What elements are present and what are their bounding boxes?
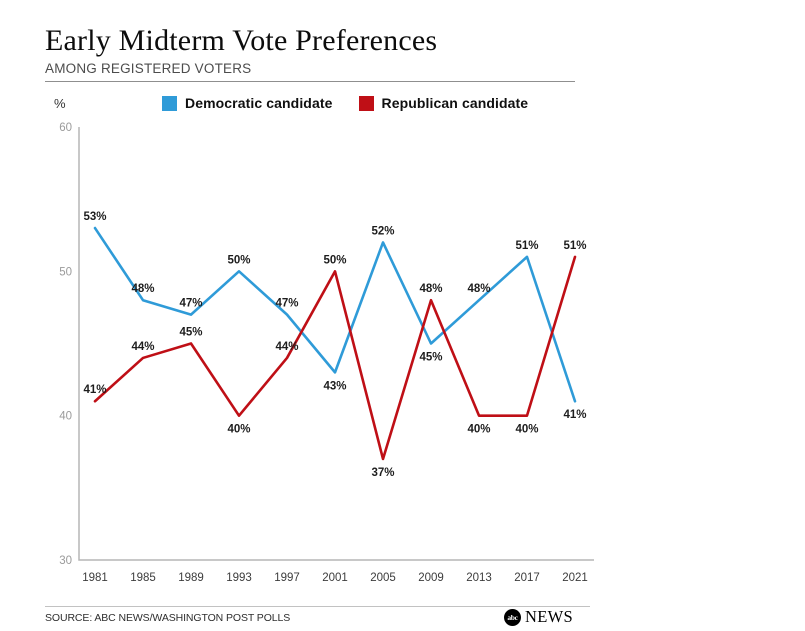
- page-title: Early Midterm Vote Preferences: [45, 24, 438, 57]
- data-label: 53%: [83, 211, 106, 223]
- x-tick-label: 2021: [562, 572, 588, 584]
- x-tick-label: 1993: [226, 572, 252, 584]
- data-label: 43%: [323, 380, 346, 392]
- data-label: 44%: [275, 341, 298, 353]
- x-tick-label: 2009: [418, 572, 444, 584]
- page-subtitle: AMONG REGISTERED VOTERS: [45, 61, 252, 76]
- x-tick-label: 1981: [82, 572, 108, 584]
- data-label: 40%: [467, 424, 490, 436]
- abc-news-wordmark: NEWS: [525, 607, 573, 626]
- data-label: 50%: [323, 254, 346, 266]
- footer-divider: [45, 606, 590, 607]
- chart-legend: Democratic candidate Republican candidat…: [162, 95, 528, 111]
- x-tick-label: 1985: [130, 572, 156, 584]
- line-chart: 60 50 40 30 1981 1985 1989 1993 1997 2001 2005 2009…: [59, 122, 594, 584]
- y-axis-unit-label: %: [54, 96, 66, 111]
- x-tick-label: 2013: [466, 572, 492, 584]
- data-label: 51%: [515, 240, 538, 252]
- republican-line: [93, 255, 577, 461]
- x-tick-label: 2001: [322, 572, 348, 584]
- data-label: 40%: [227, 424, 250, 436]
- data-label: 52%: [371, 225, 394, 237]
- data-label: 47%: [275, 298, 298, 310]
- data-label: 51%: [563, 240, 586, 252]
- x-tick-label: 2017: [514, 572, 540, 584]
- x-tick-label: 2005: [370, 572, 396, 584]
- data-label: 47%: [179, 298, 202, 310]
- data-label: 40%: [515, 424, 538, 436]
- x-tick-label: 1997: [274, 572, 300, 584]
- data-label: 41%: [83, 384, 106, 396]
- data-label: 50%: [227, 254, 250, 266]
- data-label: 48%: [131, 283, 154, 295]
- legend-label-democratic: Democratic candidate: [185, 95, 333, 111]
- democratic-line: [93, 226, 577, 403]
- data-label: 44%: [131, 341, 154, 353]
- source-text: SOURCE: ABC NEWS/WASHINGTON POST POLLS: [45, 612, 291, 624]
- y-tick-label: 40: [59, 411, 72, 423]
- y-tick-label: 60: [59, 122, 72, 134]
- abc-logo-icon: abc: [504, 608, 521, 626]
- data-label: 41%: [563, 409, 586, 421]
- data-label: 45%: [179, 327, 202, 339]
- y-tick-label: 30: [59, 555, 72, 567]
- chart-axes: [78, 127, 594, 561]
- abc-logo-text: abc: [507, 612, 518, 622]
- legend-item-republican: Republican candidate: [358, 95, 529, 111]
- header-divider: [45, 81, 575, 82]
- abc-news-logo: abc NEWS: [504, 607, 573, 627]
- data-label: 48%: [419, 283, 442, 295]
- y-tick-label: 50: [59, 266, 72, 278]
- data-label: 37%: [371, 467, 394, 479]
- democratic-swatch-icon: [162, 95, 177, 111]
- x-tick-label: 1989: [178, 572, 204, 584]
- legend-item-democratic: Democratic candidate: [162, 95, 333, 111]
- data-label: 45%: [419, 352, 442, 364]
- legend-label-republican: Republican candidate: [381, 95, 529, 111]
- data-label: 48%: [467, 283, 490, 295]
- republican-swatch-icon: [358, 95, 374, 111]
